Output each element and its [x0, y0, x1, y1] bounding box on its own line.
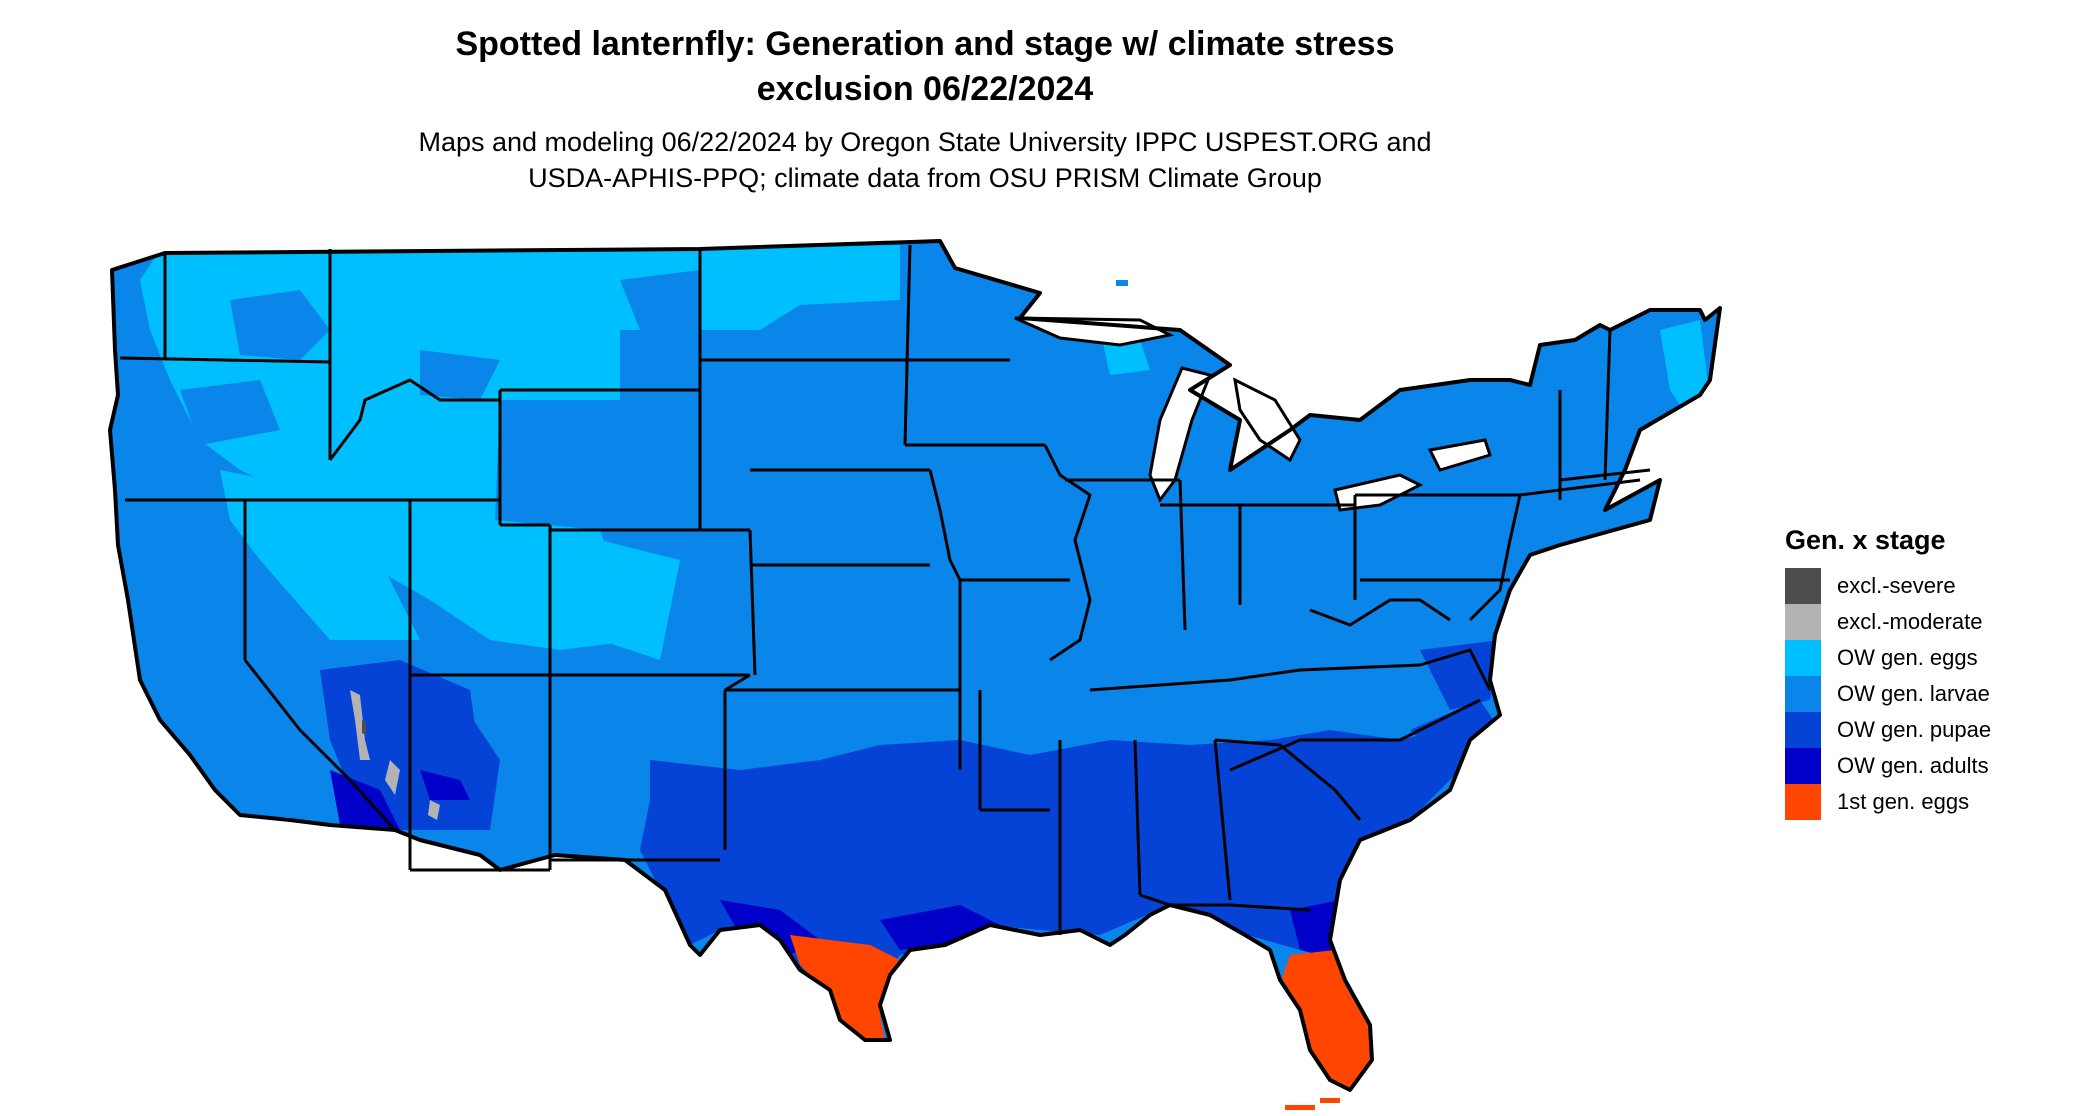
offshore-islands — [235, 280, 1128, 818]
legend-label: 1st gen. eggs — [1837, 789, 1970, 814]
legend-title: Gen. x stage — [1785, 525, 1946, 555]
legend-item-excl-moderate: excl.-moderate — [1785, 604, 2085, 640]
subtitle-line-1: Maps and modeling 06/22/2024 by Oregon S… — [418, 127, 1432, 157]
legend-label: OW gen. larvae — [1837, 681, 1990, 706]
first-gen-eggs-regions — [790, 935, 1370, 1088]
legend-swatch — [1785, 640, 1821, 676]
legend: Gen. x stage excl.-severe excl.-moderate… — [1785, 522, 2085, 820]
legend-swatch — [1785, 712, 1821, 748]
legend-label: excl.-severe — [1837, 573, 1956, 598]
legend-item-ow-eggs: OW gen. eggs — [1785, 640, 2085, 676]
legend-label: OW gen. eggs — [1837, 645, 1978, 670]
legend-label: OW gen. adults — [1837, 753, 1989, 778]
legend-label: OW gen. pupae — [1837, 717, 1992, 742]
subtitle-line-2: USDA-APHIS-PPQ; climate data from OSU PR… — [528, 163, 1322, 193]
legend-item-excl-severe: excl.-severe — [1785, 568, 2085, 604]
map-title: Spotted lanternfly: Generation and stage… — [0, 22, 1850, 112]
legend-item-ow-adults: OW gen. adults — [1785, 748, 2085, 784]
state-borders — [119, 244, 1651, 935]
legend-swatch — [1785, 784, 1821, 820]
legend-swatch — [1785, 604, 1821, 640]
map-subtitle: Maps and modeling 06/22/2024 by Oregon S… — [0, 124, 1850, 196]
legend-swatch — [1785, 748, 1821, 784]
legend-swatch — [1785, 568, 1821, 604]
title-line-1: Spotted lanternfly: Generation and stage… — [455, 25, 1395, 63]
keys-islands — [1285, 1098, 1340, 1110]
header: Spotted lanternfly: Generation and stage… — [0, 22, 1850, 196]
legend-item-first-gen-eggs: 1st gen. eggs — [1785, 784, 2085, 820]
legend-item-ow-larvae: OW gen. larvae — [1785, 676, 2085, 712]
legend-item-ow-pupae: OW gen. pupae — [1785, 712, 2085, 748]
great-lakes — [1014, 316, 1492, 512]
exclusion-spots — [350, 690, 440, 820]
title-line-2: exclusion 06/22/2024 — [756, 70, 1094, 108]
legend-swatch — [1785, 676, 1821, 712]
legend-label: excl.-moderate — [1837, 609, 1983, 634]
